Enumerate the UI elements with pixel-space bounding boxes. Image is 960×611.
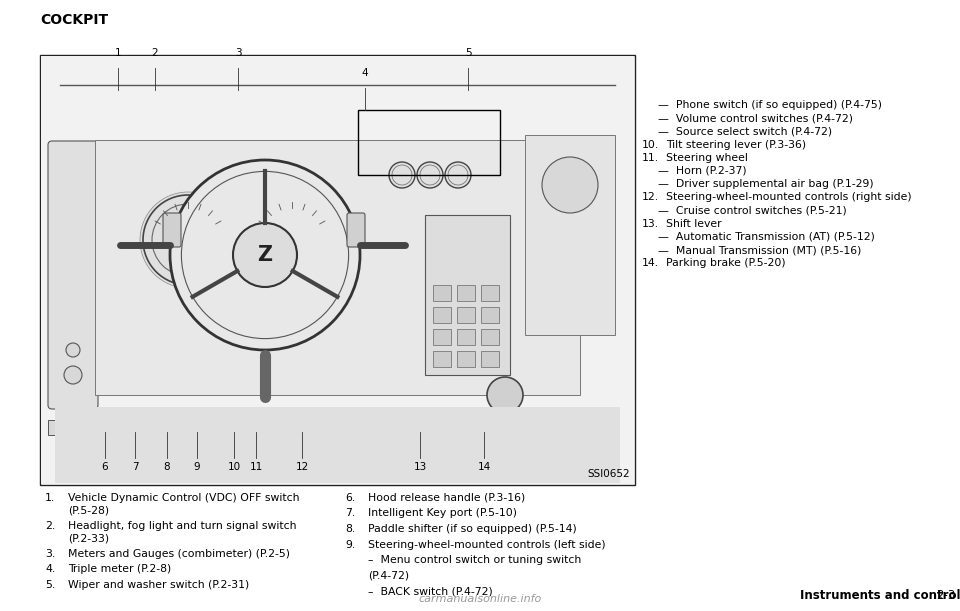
Bar — [457, 351, 475, 367]
Text: 4.: 4. — [45, 565, 56, 574]
Text: —  Volume control switches (P.4-72): — Volume control switches (P.4-72) — [658, 113, 853, 123]
Circle shape — [64, 366, 82, 384]
Text: —  Source select switch (P.4-72): — Source select switch (P.4-72) — [658, 126, 832, 136]
Circle shape — [233, 223, 297, 287]
Text: 8: 8 — [164, 462, 170, 472]
Text: Wiper and washer switch (P.2-31): Wiper and washer switch (P.2-31) — [68, 580, 250, 590]
Text: 3: 3 — [234, 48, 241, 58]
Text: Steering-wheel-mounted controls (right side): Steering-wheel-mounted controls (right s… — [666, 192, 912, 202]
Text: Meters and Gauges (combimeter) (P.2-5): Meters and Gauges (combimeter) (P.2-5) — [68, 549, 290, 559]
Bar — [358, 110, 500, 175]
Text: 14.: 14. — [642, 258, 660, 268]
Text: 6: 6 — [102, 462, 108, 472]
Circle shape — [244, 192, 340, 288]
Text: Hood release handle (P.3-16): Hood release handle (P.3-16) — [368, 493, 525, 503]
Text: —  Horn (P.2-37): — Horn (P.2-37) — [658, 166, 747, 176]
Bar — [481, 351, 499, 367]
Text: COCKPIT: COCKPIT — [40, 13, 108, 27]
Text: (P.4-72): (P.4-72) — [368, 571, 409, 580]
Text: 5: 5 — [465, 48, 471, 58]
Circle shape — [417, 162, 443, 188]
Text: 6.: 6. — [345, 493, 355, 503]
Bar — [40, 55, 635, 485]
Text: —  Driver supplemental air bag (P.1-29): — Driver supplemental air bag (P.1-29) — [658, 179, 874, 189]
Bar — [525, 135, 615, 335]
Text: –  Menu control switch or tuning switch: – Menu control switch or tuning switch — [368, 555, 581, 565]
Text: Shift lever: Shift lever — [666, 219, 722, 229]
Text: Paddle shifter (if so equipped) (P.5-14): Paddle shifter (if so equipped) (P.5-14) — [368, 524, 577, 534]
Text: 11: 11 — [250, 462, 263, 472]
FancyBboxPatch shape — [347, 213, 365, 247]
Text: 3.: 3. — [45, 549, 56, 559]
Bar — [457, 307, 475, 323]
Circle shape — [445, 162, 471, 188]
Polygon shape — [55, 407, 620, 483]
Circle shape — [170, 160, 360, 350]
Bar — [41, 56, 634, 484]
Bar — [48, 420, 86, 435]
Bar — [425, 215, 510, 375]
Text: Instruments and controls: Instruments and controls — [800, 589, 960, 602]
Circle shape — [66, 343, 80, 357]
Circle shape — [140, 192, 236, 288]
Text: Triple meter (P.2-8): Triple meter (P.2-8) — [68, 565, 171, 574]
Text: –  BACK switch (P.4-72): – BACK switch (P.4-72) — [368, 586, 492, 596]
Text: 7.: 7. — [345, 508, 355, 519]
Text: 7: 7 — [132, 462, 138, 472]
Circle shape — [487, 377, 523, 413]
Text: carmanualsonline.info: carmanualsonline.info — [419, 594, 541, 604]
Bar — [95, 140, 580, 395]
FancyBboxPatch shape — [163, 213, 181, 247]
Text: —  Manual Transmission (MT) (P.5-16): — Manual Transmission (MT) (P.5-16) — [658, 245, 861, 255]
Bar — [481, 329, 499, 345]
Text: 12: 12 — [296, 462, 308, 472]
Text: 2: 2 — [152, 48, 158, 58]
Text: SSI0652: SSI0652 — [588, 469, 630, 479]
Bar — [433, 351, 451, 367]
Text: 1.: 1. — [45, 493, 56, 503]
Text: Tilt steering lever (P.3-36): Tilt steering lever (P.3-36) — [666, 139, 806, 150]
Text: Steering-wheel-mounted controls (left side): Steering-wheel-mounted controls (left si… — [368, 540, 606, 549]
Text: 5.: 5. — [45, 580, 56, 590]
Bar — [457, 285, 475, 301]
Text: —  Cruise control switches (P.5-21): — Cruise control switches (P.5-21) — [658, 205, 847, 216]
Text: 2-3: 2-3 — [936, 589, 955, 602]
Bar — [433, 307, 451, 323]
Text: Steering wheel: Steering wheel — [666, 153, 748, 163]
Circle shape — [389, 162, 415, 188]
Text: —  Phone switch (if so equipped) (P.4-75): — Phone switch (if so equipped) (P.4-75) — [658, 100, 882, 110]
Text: Parking brake (P.5-20): Parking brake (P.5-20) — [666, 258, 785, 268]
Circle shape — [542, 157, 598, 213]
Text: Vehicle Dynamic Control (VDC) OFF switch: Vehicle Dynamic Control (VDC) OFF switch — [68, 493, 300, 503]
Bar — [433, 329, 451, 345]
FancyBboxPatch shape — [48, 141, 98, 409]
Text: Z: Z — [257, 245, 273, 265]
Bar — [457, 329, 475, 345]
Text: 12.: 12. — [642, 192, 660, 202]
Text: 9.: 9. — [345, 540, 355, 549]
Text: 4: 4 — [362, 68, 369, 78]
Text: 8.: 8. — [345, 524, 355, 534]
Bar — [481, 307, 499, 323]
Text: 13.: 13. — [642, 219, 660, 229]
Text: Headlight, fog light and turn signal switch: Headlight, fog light and turn signal swi… — [68, 521, 297, 531]
Text: Intelligent Key port (P.5-10): Intelligent Key port (P.5-10) — [368, 508, 517, 519]
Text: (P.5-28): (P.5-28) — [68, 505, 109, 516]
Text: (P.2-33): (P.2-33) — [68, 533, 109, 544]
Text: 2.: 2. — [45, 521, 56, 531]
Bar — [433, 285, 451, 301]
Text: 9: 9 — [194, 462, 201, 472]
Text: 13: 13 — [414, 462, 426, 472]
Text: 11.: 11. — [642, 153, 660, 163]
Text: —  Automatic Transmission (AT) (P.5-12): — Automatic Transmission (AT) (P.5-12) — [658, 232, 875, 242]
Text: 14: 14 — [477, 462, 491, 472]
Text: 10.: 10. — [642, 139, 660, 150]
Text: 1: 1 — [114, 48, 121, 58]
Text: 10: 10 — [228, 462, 241, 472]
Bar — [481, 285, 499, 301]
